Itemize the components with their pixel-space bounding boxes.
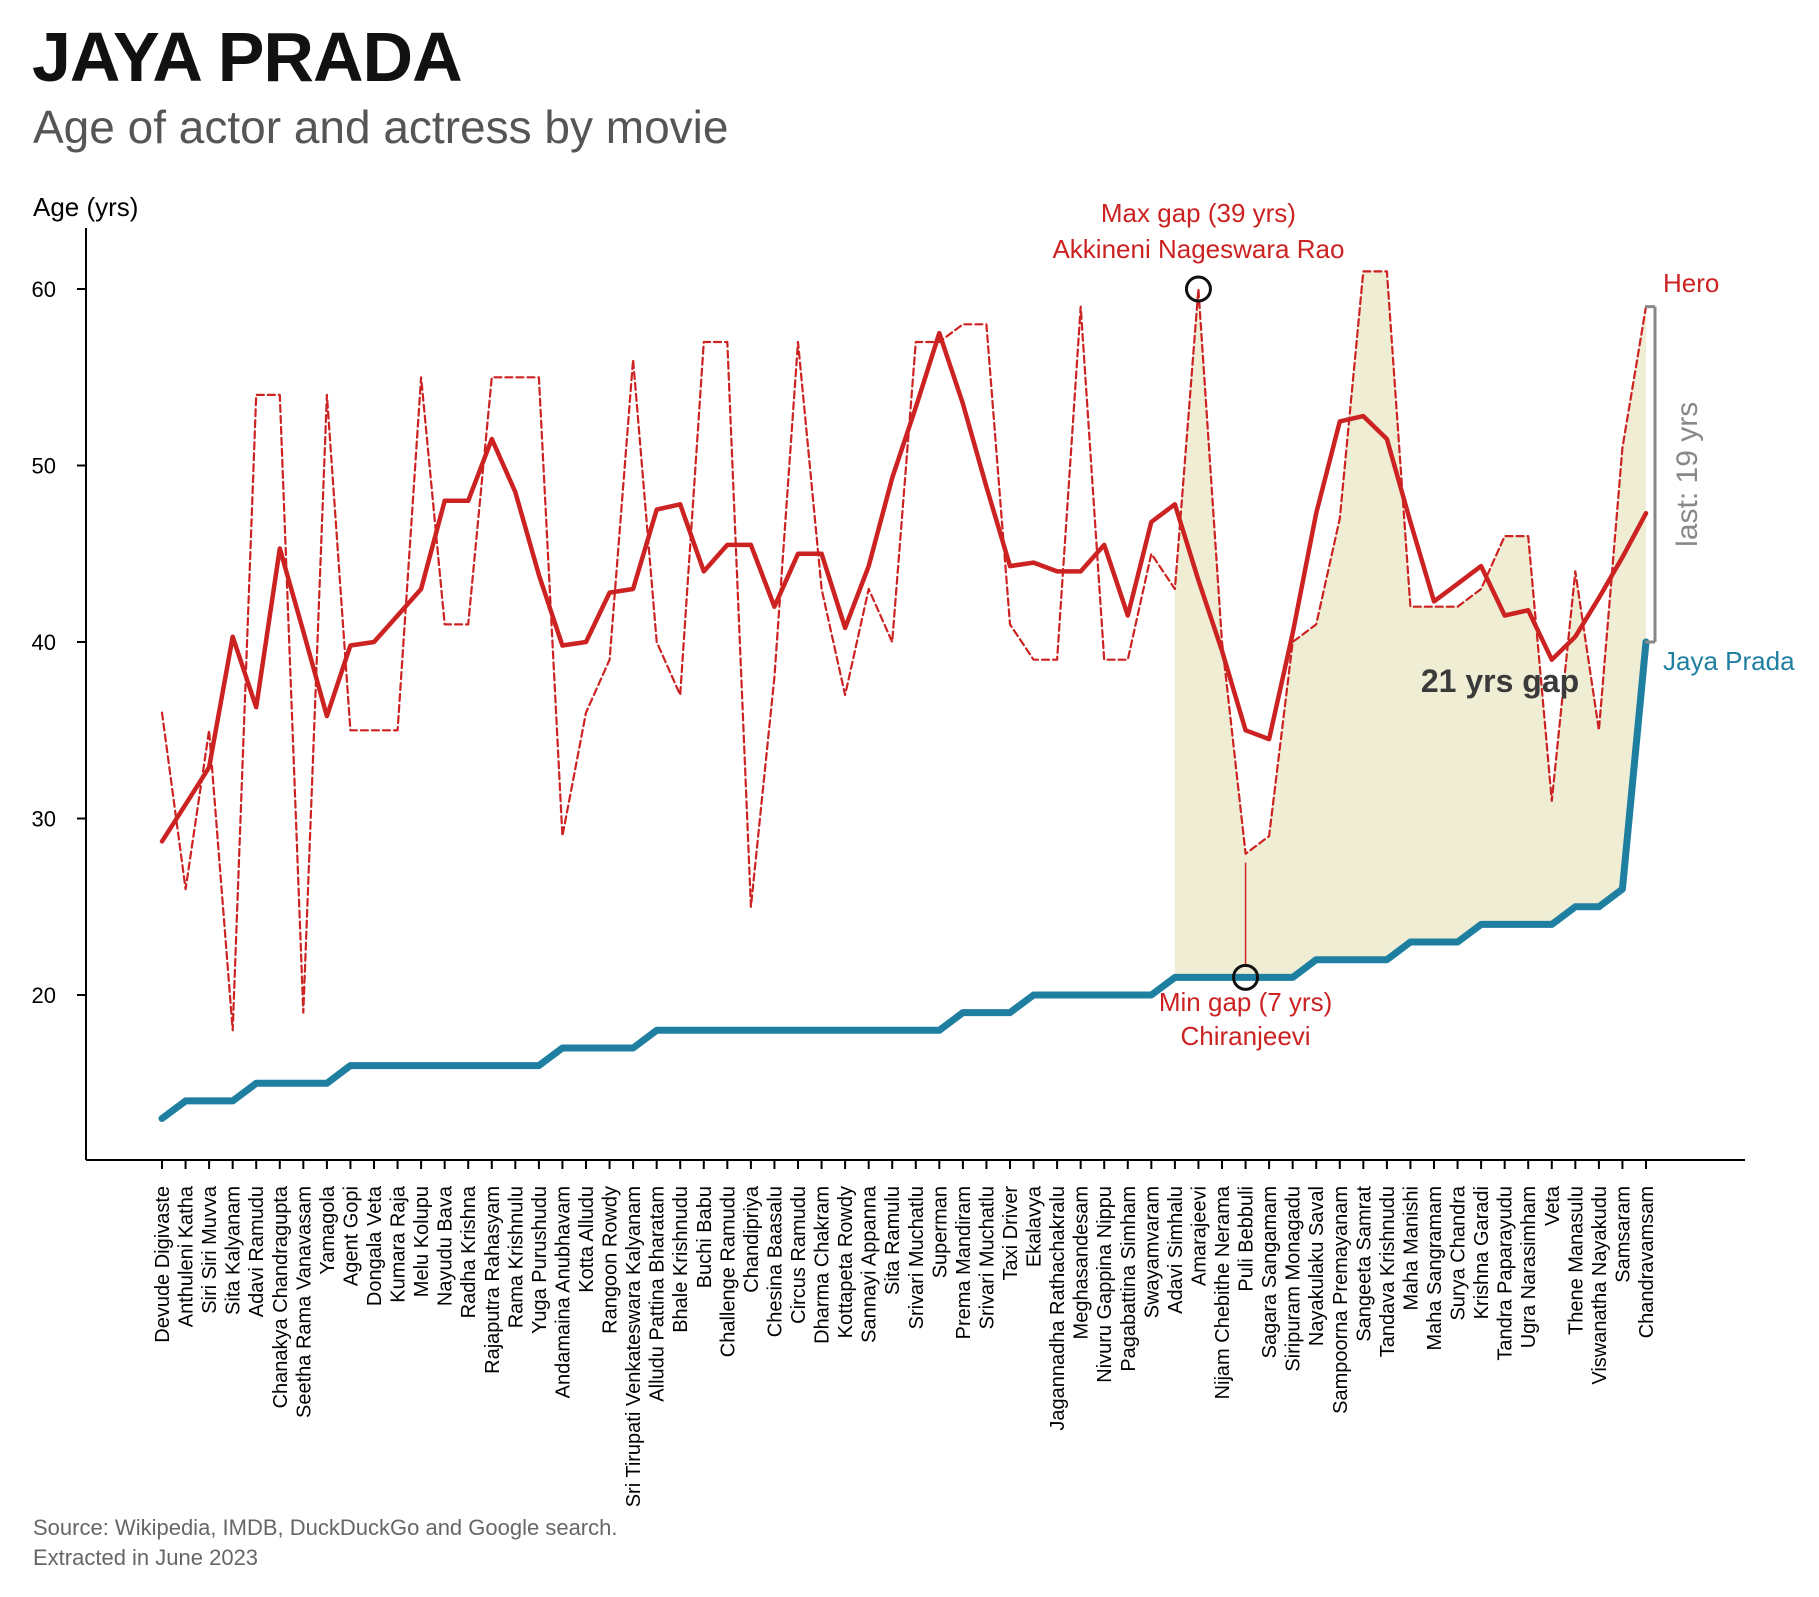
max-gap-label: Max gap (39 yrs) <box>1101 198 1296 228</box>
x-tick-label: Pagabattina Simham <box>1118 1186 1140 1372</box>
x-tick-label: Chesina Baasalu <box>764 1186 786 1337</box>
y-tick-label: 60 <box>32 277 56 302</box>
x-tick-label: Sannayi Appanna <box>859 1185 881 1343</box>
x-tick-label: Tandava Krishnudu <box>1377 1186 1399 1357</box>
x-tick-label: Tandra Paparayudu <box>1495 1186 1517 1361</box>
x-tick-label: Devude Digivaste <box>152 1186 174 1343</box>
max-gap-marker <box>1184 275 1212 303</box>
x-tick-label: Jagannadha Rathachakralu <box>1047 1186 1069 1431</box>
x-tick-label: Taxi Driver <box>1000 1186 1022 1281</box>
x-tick-label: Sagara Sangamam <box>1259 1186 1281 1358</box>
x-tick-label: Nayakulaku Saval <box>1306 1186 1328 1346</box>
x-tick-label: Chandipriya <box>741 1185 763 1293</box>
x-tick-label: Sampoorna Premayanam <box>1330 1186 1352 1414</box>
x-tick-label: Chanakya Chandragupta <box>270 1185 292 1408</box>
mean-gap-label: 21 yrs gap <box>1421 663 1579 699</box>
source-line-1: Source: Wikipedia, IMDB, DuckDuckGo and … <box>33 1515 618 1540</box>
source-note: Source: Wikipedia, IMDB, DuckDuckGo and … <box>33 1513 617 1572</box>
x-tick-label: Dharma Chakram <box>812 1186 834 1344</box>
x-tick-label: Radha Krishna <box>458 1185 480 1318</box>
min-gap-marker <box>1232 963 1260 991</box>
x-tick-label: Meghasandesam <box>1071 1186 1093 1339</box>
x-tick-label: Sita Ramulu <box>882 1186 904 1295</box>
x-tick-label: Adavi Ramudu <box>246 1186 268 1317</box>
actress-age-line <box>158 638 1650 1122</box>
x-tick-label: Kotta Alludu <box>576 1186 598 1293</box>
annotations-layer: Hero Jaya Prada last: 19 yrs 21 yrs gap Max … <box>1052 198 1795 1051</box>
x-tick-label: Yuga Purushudu <box>529 1186 551 1334</box>
x-tick-label: Samsaram <box>1612 1186 1634 1283</box>
x-tick-label: Chandravamsam <box>1636 1186 1658 1338</box>
chart-subtitle: Age of actor and actress by movie <box>33 101 729 153</box>
x-tick-label: Melu Kolupu <box>411 1186 433 1297</box>
x-tick-label: Yamagola <box>317 1185 339 1274</box>
x-tick-label: Nayudu Bava <box>435 1185 457 1306</box>
y-tick-label: 40 <box>32 630 56 655</box>
x-tick-label: Challenge Ramudu <box>717 1186 739 1357</box>
x-tick-label: Rajaputra Rahasyam <box>482 1186 504 1374</box>
x-tick-label: Thene Manasulu <box>1565 1186 1587 1335</box>
hero-age-dashed-line <box>160 270 1648 1032</box>
y-tick-label: 50 <box>32 454 56 479</box>
x-tick-label: Dongala Veta <box>364 1185 386 1306</box>
x-tick-label: Agent Gopi <box>340 1186 362 1286</box>
source-line-2: Extracted in June 2023 <box>33 1544 259 1570</box>
x-tick-label: Kottapeta Rowdy <box>835 1186 857 1338</box>
x-tick-label: Maha Manishi <box>1400 1186 1422 1311</box>
x-tick-label: Sri Tirupati Venkateswara Kalyanam <box>623 1186 645 1507</box>
x-tick-label: Veta <box>1542 1185 1564 1226</box>
chart-title: JAYA PRADA <box>32 18 463 96</box>
max-gap-hero-label: Akkineni Nageswara Rao <box>1052 234 1344 264</box>
y-tick-label: 20 <box>32 983 56 1008</box>
x-tick-label: Siripuram Monagadu <box>1283 1186 1305 1372</box>
min-gap-hero-label: Chiranjeevi <box>1181 1021 1311 1051</box>
series-lines-layer <box>158 270 1650 1122</box>
x-tick-label: Surya Chandra <box>1448 1185 1470 1320</box>
x-tick-label: Siri Siri Muvva <box>199 1185 221 1314</box>
x-tick-label: Ugra Narasimham <box>1518 1186 1540 1348</box>
x-tick-label: Circus Ramudu <box>788 1186 810 1324</box>
x-tick-label: Swayamvaram <box>1141 1186 1163 1318</box>
x-tick-label: Amarajeevi <box>1188 1186 1210 1286</box>
x-tick-label: Puli Bebbuli <box>1236 1186 1258 1292</box>
x-tick-label: Viswanatha Nayakudu <box>1589 1186 1611 1385</box>
y-tick-label: 30 <box>32 807 56 832</box>
hero-series-label: Hero <box>1663 268 1719 298</box>
x-tick-label: Ekalavya <box>1024 1185 1046 1267</box>
x-tick-label: Kumara Raja <box>388 1185 410 1303</box>
actress-series-label: Jaya Prada <box>1663 646 1795 676</box>
hero-age-average-line <box>159 330 1649 844</box>
gap-area <box>1174 271 1646 978</box>
x-tick-label: Nijam Chebithe Nerama <box>1212 1185 1234 1399</box>
x-tick-label: Buchi Babu <box>694 1186 716 1288</box>
x-tick-label: Krishna Garadi <box>1471 1186 1493 1319</box>
x-tick-label: Maha Sangramam <box>1424 1186 1446 1351</box>
x-tick-label: Sangeeta Samrat <box>1353 1186 1375 1342</box>
x-tick-label: Srivari Muchatlu <box>976 1186 998 1329</box>
x-tick-label: Nivuru Gappina Nippu <box>1094 1186 1116 1383</box>
x-tick-label: Adavi Simhalu <box>1165 1186 1187 1314</box>
min-gap-label: Min gap (7 yrs) <box>1159 987 1332 1017</box>
y-axis-label: Age (yrs) <box>33 192 138 222</box>
x-tick-label: Anthuleni Katha <box>176 1185 198 1327</box>
last-gap-label: last: 19 yrs <box>1671 402 1704 547</box>
x-tick-label: Alludu Pattina Bharatam <box>647 1186 669 1402</box>
x-tick-label: Andamaina Anubhavam <box>552 1186 574 1398</box>
x-tick-label: Seetha Rama Vanavasam <box>293 1186 315 1418</box>
x-tick-label: Prema Mandiram <box>953 1186 975 1339</box>
x-tick-label: Superman <box>929 1186 951 1278</box>
x-tick-label: Rama Krishnulu <box>505 1186 527 1328</box>
x-tick-label: Srivari Muchatlu <box>906 1186 928 1329</box>
gap-shading-layer <box>1174 271 1646 978</box>
x-tick-label: Rangoon Rowdy <box>600 1186 622 1334</box>
x-tick-label: Sita Kalyanam <box>223 1186 245 1315</box>
x-tick-label: Bhale Krishnudu <box>670 1186 692 1333</box>
axes-layer: Age (yrs) 20 30 40 50 60 Devude Digivaste Anthu… <box>32 192 1745 1507</box>
